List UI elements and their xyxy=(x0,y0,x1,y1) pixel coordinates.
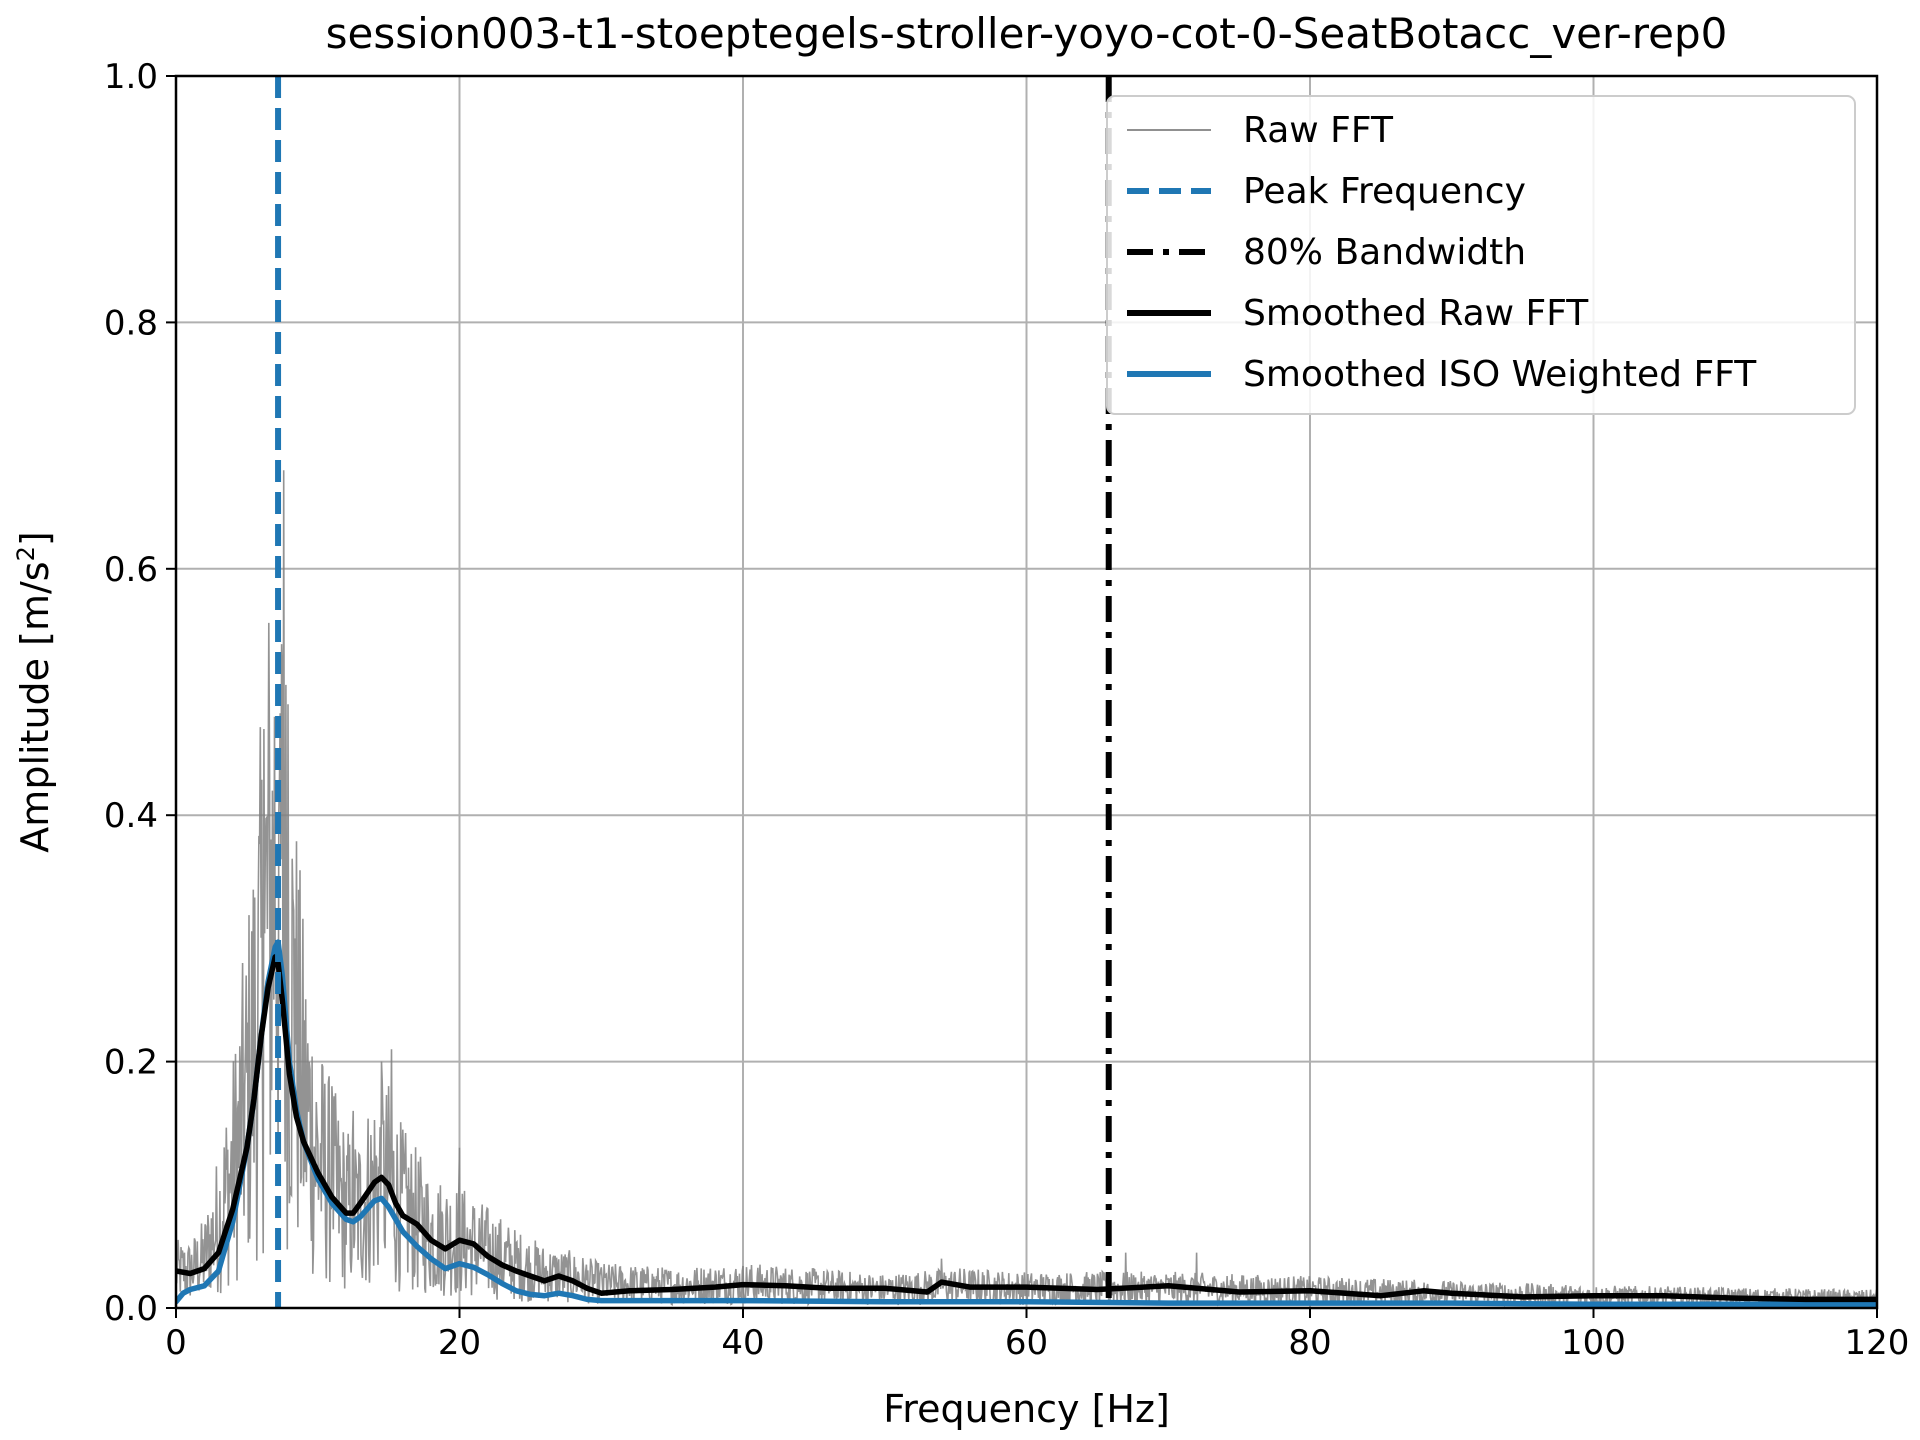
legend-entry-label: Peak Frequency xyxy=(1243,171,1526,212)
legend-entry-label: Smoothed ISO Weighted FFT xyxy=(1243,354,1757,395)
series-group xyxy=(176,76,1877,1308)
y-tick-label: 1.0 xyxy=(104,57,158,97)
y-axis-label-superscript: 2 xyxy=(12,546,40,561)
y-tick-label: 0.2 xyxy=(104,1043,158,1083)
x-tick-label: 120 xyxy=(1845,1323,1910,1363)
y-tick-label: 0.6 xyxy=(104,550,158,590)
x-tick-label: 20 xyxy=(438,1323,481,1363)
y-axis-label-end: ] xyxy=(13,531,57,546)
x-tick-label: 80 xyxy=(1288,1323,1331,1363)
y-tick-label: 0.4 xyxy=(104,796,158,836)
legend: Raw FFT Peak Frequency 80% Bandwidth Smooth… xyxy=(1106,95,1856,415)
x-tick-label: 100 xyxy=(1561,1323,1626,1363)
legend-entry-label: Raw FFT xyxy=(1243,110,1394,151)
y-axis-label-main: Amplitude [m/s xyxy=(13,561,57,852)
y-axis-label: Amplitude [m/s2] xyxy=(12,531,57,852)
legend-box xyxy=(1106,95,1856,415)
legend-entry-label: Smoothed Raw FFT xyxy=(1243,293,1589,334)
x-tick-label: 0 xyxy=(165,1323,187,1363)
legend-entry-label: 80% Bandwidth xyxy=(1243,232,1526,273)
y-tick-label: 0.0 xyxy=(104,1289,158,1329)
x-axis-label: Frequency [Hz] xyxy=(883,1387,1170,1431)
axis-ticks: 0 20 40 60 80 100 120 0.0 0.2 0.4 0.6 0.8 1.0 xyxy=(104,57,1910,1363)
plot-area xyxy=(176,76,1877,1308)
x-tick-label: 60 xyxy=(1005,1323,1048,1363)
chart-title: session003-t1-stoeptegels-stroller-yoyo-… xyxy=(326,9,1728,58)
x-tick-label: 40 xyxy=(721,1323,764,1363)
y-tick-label: 0.8 xyxy=(104,303,158,343)
